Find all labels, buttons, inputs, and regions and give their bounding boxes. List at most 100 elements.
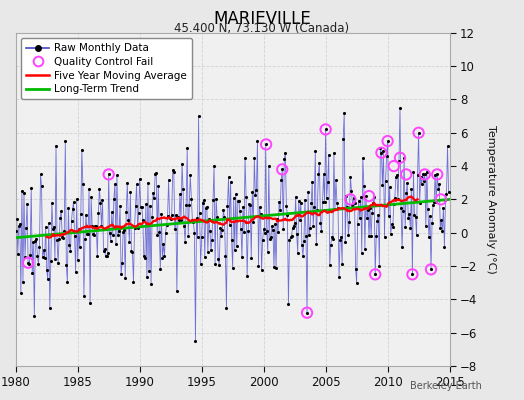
Point [138, 216, 147, 223]
Point [72, 196, 81, 203]
Point [427, 266, 435, 272]
Point [230, 195, 238, 201]
Point [47, 257, 55, 264]
Point [312, 241, 321, 248]
Point [75, 244, 84, 251]
Text: MARIEVILLE: MARIEVILLE [213, 10, 311, 28]
Point [119, 229, 127, 235]
Point [378, 182, 387, 188]
Point [60, 228, 69, 235]
Point [278, 166, 287, 173]
Point [267, 234, 275, 240]
Point [133, 181, 141, 188]
Point [106, 238, 115, 244]
Point [241, 154, 249, 161]
Point [118, 260, 126, 267]
Point [219, 207, 227, 213]
Point [321, 126, 330, 133]
Point [43, 276, 52, 282]
Point [28, 270, 37, 276]
Point [246, 202, 255, 208]
Point [391, 174, 400, 181]
Point [250, 155, 258, 161]
Point [358, 154, 367, 161]
Point [247, 255, 255, 262]
Point [138, 204, 146, 210]
Point [345, 219, 354, 225]
Point [332, 177, 340, 184]
Point [59, 235, 68, 241]
Point [239, 203, 247, 210]
Point [408, 271, 417, 278]
Point [260, 229, 269, 236]
Point [297, 200, 305, 206]
Point [342, 193, 351, 200]
Point [123, 180, 132, 186]
Point [55, 236, 63, 242]
Point [205, 216, 213, 222]
Point [350, 195, 358, 202]
Point [38, 254, 47, 260]
Point [381, 178, 390, 184]
Point [94, 210, 103, 216]
Point [315, 160, 324, 166]
Point [102, 253, 110, 260]
Point [34, 261, 42, 267]
Point [286, 234, 294, 240]
Point [45, 220, 53, 227]
Point [111, 181, 119, 187]
Point [395, 158, 403, 164]
Point [352, 265, 360, 272]
Point [248, 189, 256, 195]
Point [420, 178, 428, 184]
Point [32, 236, 40, 242]
Point [77, 211, 85, 218]
Point [174, 216, 183, 223]
Point [380, 234, 389, 240]
Point [231, 247, 239, 253]
Point [294, 198, 303, 204]
Point [337, 233, 345, 240]
Point [385, 212, 393, 219]
Point [409, 168, 418, 175]
Point [188, 217, 196, 223]
Point [66, 248, 74, 254]
Point [40, 254, 49, 261]
Point [195, 210, 204, 216]
Point [299, 252, 307, 259]
Point [256, 211, 265, 217]
Point [383, 152, 391, 159]
Point [414, 130, 423, 136]
Point [168, 212, 176, 219]
Point [154, 183, 162, 189]
Point [171, 226, 179, 232]
Point [14, 251, 22, 257]
Point [283, 212, 291, 218]
Point [108, 232, 117, 238]
Point [346, 174, 355, 180]
Point [320, 198, 329, 205]
Point [353, 280, 361, 286]
Point [277, 177, 286, 183]
Point [422, 223, 430, 230]
Point [149, 190, 157, 196]
Point [273, 216, 281, 222]
Point [73, 257, 82, 264]
Point [96, 200, 105, 206]
Point [242, 194, 250, 200]
Point [433, 171, 441, 178]
Point [303, 310, 311, 316]
Point [86, 300, 94, 306]
Point [84, 231, 92, 237]
Point [290, 220, 299, 226]
Point [421, 171, 429, 178]
Point [436, 196, 445, 203]
Point [193, 234, 202, 240]
Point [300, 238, 308, 244]
Point [61, 138, 70, 144]
Point [186, 172, 194, 178]
Point [348, 202, 357, 208]
Point [172, 212, 180, 218]
Point [167, 216, 175, 223]
Point [391, 194, 399, 201]
